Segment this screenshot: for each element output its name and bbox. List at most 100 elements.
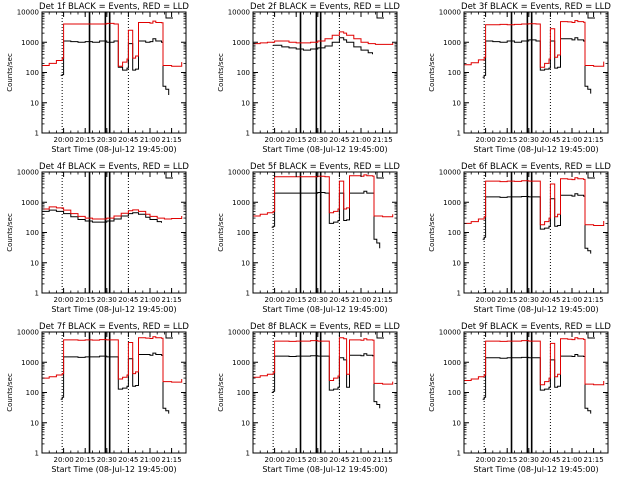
x-tick-label: 21:00 <box>140 296 160 304</box>
bracket-mark <box>376 172 384 179</box>
y-axis-label: Counts/sec <box>217 53 225 92</box>
y-axis-label: Counts/sec <box>6 373 14 412</box>
x-tick-label: 21:00 <box>562 456 582 464</box>
x-tick-label: 20:30 <box>97 296 117 304</box>
y-tick-label: 100 <box>448 229 461 237</box>
chart-title: Det 6f BLACK = Events, RED = LLD <box>461 162 611 172</box>
x-tick-label: 20:30 <box>519 136 539 144</box>
x-tick-label: 21:15 <box>584 296 604 304</box>
y-tick-label: 10 <box>452 259 461 267</box>
y-axis-label: Counts/sec <box>217 373 225 412</box>
x-tick-label: 20:30 <box>97 136 117 144</box>
x-tick-label: 20:45 <box>540 296 560 304</box>
x-tick-label: 21:15 <box>373 296 393 304</box>
x-tick-label: 20:15 <box>75 456 95 464</box>
series-line-lld <box>464 177 605 226</box>
x-tick-label: 20:00 <box>265 296 285 304</box>
series-line-lld <box>464 20 605 68</box>
chart-panel-9: Det 9f BLACK = Events, RED = LLD Counts/s… <box>428 322 611 474</box>
x-tick-label: 20:15 <box>286 136 306 144</box>
series-line-events <box>273 37 373 55</box>
y-axis-label: Counts/sec <box>6 53 14 92</box>
y-tick-label: 10 <box>30 419 39 427</box>
y-tick-label: 1 <box>457 130 461 138</box>
y-tick-label: 10 <box>241 259 250 267</box>
x-tick-label: 20:15 <box>497 136 517 144</box>
x-axis-label: Start Time (08-Jul-12 19:45:00) <box>51 305 176 314</box>
chart-panel-6: Det 6f BLACK = Events, RED = LLD Counts/s… <box>428 162 611 314</box>
chart-title: Det 7f BLACK = Events, RED = LLD <box>39 322 189 332</box>
x-tick-label: 20:30 <box>97 456 117 464</box>
y-tick-label: 1 <box>246 290 250 298</box>
y-tick-label: 1000 <box>443 199 461 207</box>
series-line-events <box>60 38 170 95</box>
chart-title: Det 2f BLACK = Events, RED = LLD <box>250 2 400 12</box>
y-tick-label: 10000 <box>228 169 250 177</box>
y-tick-label: 1 <box>35 290 39 298</box>
x-tick-label: 20:15 <box>497 296 517 304</box>
chart-panel-7: Det 7f BLACK = Events, RED = LLD Counts/s… <box>6 322 189 474</box>
x-axis-label: Start Time (08-Jul-12 19:45:00) <box>262 145 387 154</box>
plot-frame <box>252 11 398 134</box>
x-tick-label: 21:00 <box>351 456 371 464</box>
series-line-lld <box>464 337 605 386</box>
x-tick-label: 20:30 <box>308 456 328 464</box>
y-tick-label: 100 <box>237 389 250 397</box>
chart-panel-3: Det 3f BLACK = Events, RED = LLD Counts/s… <box>428 2 611 154</box>
y-tick-label: 1 <box>246 450 250 458</box>
y-tick-label: 10000 <box>228 329 250 337</box>
y-tick-label: 1 <box>35 130 39 138</box>
bracket-mark <box>165 332 173 339</box>
x-axis-label: Start Time (08-Jul-12 19:45:00) <box>473 465 598 474</box>
x-tick-label: 21:15 <box>584 456 604 464</box>
x-axis-label: Start Time (08-Jul-12 19:45:00) <box>51 465 176 474</box>
x-tick-label: 20:30 <box>308 136 328 144</box>
x-tick-label: 21:00 <box>140 456 160 464</box>
chart-panel-4: Det 4f BLACK = Events, RED = LLD Counts/s… <box>6 162 189 314</box>
chart-title: Det 9f BLACK = Events, RED = LLD <box>461 322 611 332</box>
x-tick-label: 21:00 <box>562 136 582 144</box>
plot-frame <box>41 171 187 294</box>
bracket-mark <box>587 172 595 179</box>
y-tick-label: 10 <box>241 99 250 107</box>
y-tick-label: 100 <box>237 229 250 237</box>
y-tick-label: 1 <box>246 130 250 138</box>
series-line-events <box>60 352 170 414</box>
series-line-lld <box>42 20 183 67</box>
y-tick-label: 10000 <box>439 9 461 17</box>
chart-title: Det 3f BLACK = Events, RED = LLD <box>461 2 611 12</box>
x-tick-label: 20:00 <box>54 456 74 464</box>
x-tick-label: 20:00 <box>476 296 496 304</box>
y-axis-label: Counts/sec <box>428 53 436 92</box>
y-tick-label: 10000 <box>17 9 39 17</box>
series-line-lld <box>42 336 183 383</box>
y-tick-label: 10 <box>30 99 39 107</box>
y-tick-label: 10000 <box>17 169 39 177</box>
y-axis-label: Counts/sec <box>428 373 436 412</box>
y-tick-label: 1000 <box>21 359 39 367</box>
y-tick-label: 100 <box>26 69 39 77</box>
chart-title: Det 5f BLACK = Events, RED = LLD <box>250 162 400 172</box>
y-tick-label: 1000 <box>232 39 250 47</box>
bracket-mark <box>165 172 173 179</box>
x-tick-label: 21:15 <box>373 456 393 464</box>
x-tick-label: 20:30 <box>519 296 539 304</box>
x-tick-label: 21:15 <box>162 296 182 304</box>
y-tick-label: 100 <box>237 69 250 77</box>
bracket-mark <box>587 332 595 339</box>
x-axis-label: Start Time (08-Jul-12 19:45:00) <box>262 305 387 314</box>
x-tick-label: 20:45 <box>118 136 138 144</box>
x-tick-label: 20:00 <box>54 296 74 304</box>
series-line-lld <box>253 337 394 385</box>
x-tick-label: 20:00 <box>54 136 74 144</box>
x-tick-label: 20:15 <box>75 136 95 144</box>
series-line-events <box>482 193 592 254</box>
x-tick-label: 20:15 <box>286 456 306 464</box>
y-tick-label: 1 <box>35 450 39 458</box>
x-tick-label: 20:45 <box>329 136 349 144</box>
series-line-events <box>482 354 592 414</box>
chart-panel-8: Det 8f BLACK = Events, RED = LLD Counts/s… <box>217 322 400 474</box>
y-tick-label: 100 <box>26 229 39 237</box>
x-tick-label: 20:45 <box>540 136 560 144</box>
